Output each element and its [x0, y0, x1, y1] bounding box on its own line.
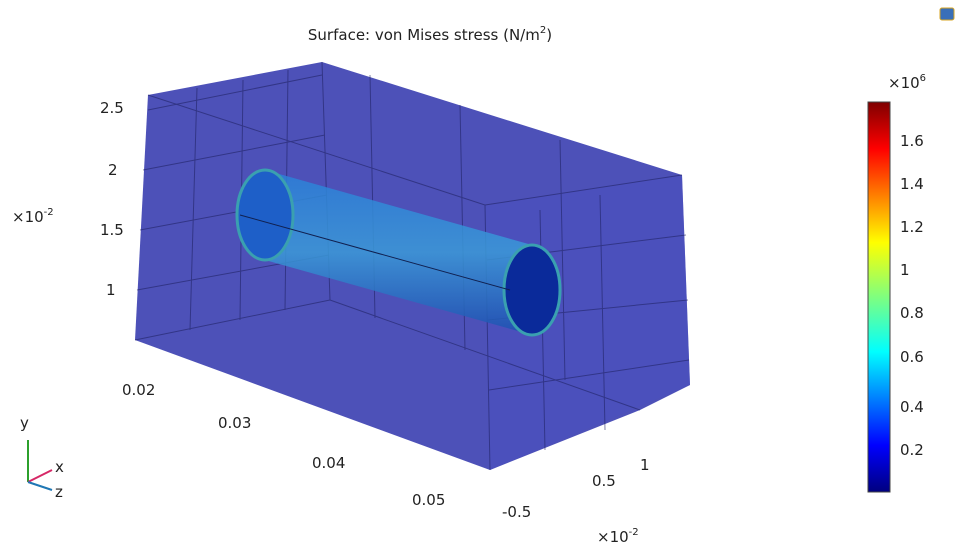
tick-label: 0.04 — [312, 454, 345, 472]
shape — [189, 87, 198, 331]
tick-label: 0.5 — [592, 472, 616, 490]
tick-label: 2 — [108, 161, 118, 179]
toolbar-icon[interactable] — [939, 7, 955, 21]
text-part: 2 — [540, 25, 546, 36]
tick-label: 1 — [900, 261, 910, 279]
text-part: ×10 — [597, 528, 629, 546]
tick-label: 1 — [640, 456, 650, 474]
tick-label: 0.6 — [900, 348, 924, 366]
triad-label: y — [20, 414, 29, 432]
text-part: ) — [546, 26, 552, 44]
tick-label: 1 — [106, 281, 116, 299]
colorbar: ×106 1.6 1.4 1.2 1 0.8 0.6 0.4 0.2 — [867, 73, 926, 493]
shape — [559, 139, 566, 381]
shape — [142, 134, 326, 171]
shape — [488, 359, 690, 391]
x-axis: 0.02 0.03 0.04 0.05 — [122, 381, 445, 509]
axis-multiplier: ×10-2 — [597, 527, 639, 546]
shape — [329, 299, 641, 411]
shape — [484, 174, 683, 206]
text-part: 6 — [920, 73, 926, 84]
text-part: ×10 — [888, 74, 920, 92]
tick-label: 0.4 — [900, 398, 924, 416]
shape — [27, 481, 53, 491]
cylinder-end — [235, 168, 295, 262]
tick-label: -0.5 — [502, 503, 531, 521]
tick-label: 0.03 — [218, 414, 251, 432]
triad-label: x — [55, 458, 64, 476]
shape — [147, 74, 323, 111]
text-part: ×10 — [12, 208, 44, 226]
axis-multiplier: ×10-2 — [12, 207, 54, 226]
tick-label: 2.5 — [100, 99, 124, 117]
tick-label: 1.4 — [900, 175, 924, 193]
color-scale — [867, 101, 891, 493]
text-part: -2 — [44, 207, 54, 218]
geometry — [134, 61, 690, 471]
cylinder-end — [502, 243, 562, 337]
tick-label: 0.8 — [900, 304, 924, 322]
tick-label: 1.5 — [100, 221, 124, 239]
axis-triad: y x z — [20, 414, 64, 501]
cylinder — [265, 170, 532, 335]
text-part: Surface: von Mises stress (N/m — [308, 26, 540, 44]
text-part: -2 — [629, 527, 639, 538]
y-axis: 2.5 2 1.5 1 ×10-2 — [12, 99, 124, 299]
cylinder-edge — [239, 214, 511, 291]
colorbar-multiplier: ×106 — [888, 73, 926, 92]
shape — [27, 469, 53, 483]
tick-label: 1.6 — [900, 132, 924, 150]
shape — [134, 299, 331, 341]
triad-label: z — [55, 483, 63, 501]
tick-label: 0.05 — [412, 491, 445, 509]
tick-label: 1.2 — [900, 218, 924, 236]
tick-label: 0.2 — [900, 441, 924, 459]
shape — [599, 194, 606, 431]
tick-label: 0.02 — [122, 381, 155, 399]
plot-title: Surface: von Mises stress (N/m2) — [308, 25, 552, 44]
z-axis: -0.5 0.5 1 ×10-2 — [502, 456, 650, 546]
